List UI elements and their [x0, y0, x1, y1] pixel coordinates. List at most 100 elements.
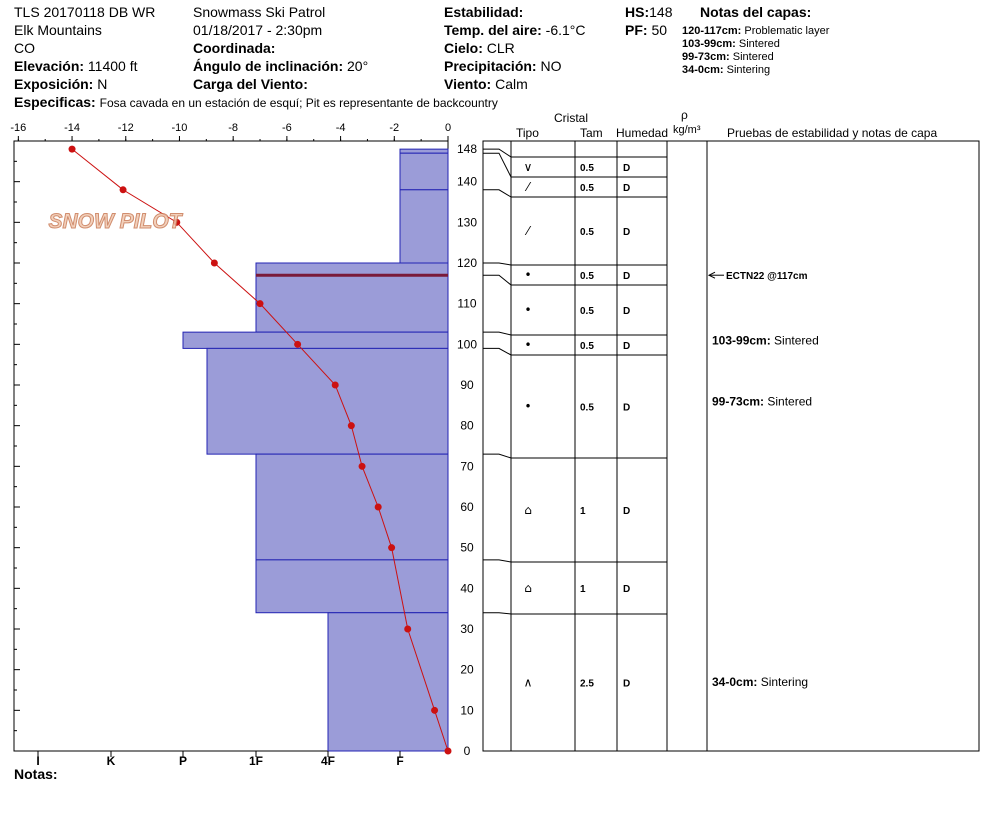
layer-connector	[483, 347, 512, 356]
temp-tick-label: -2	[389, 122, 399, 134]
elevation: Elevación: 11400 ft	[14, 58, 137, 74]
precip-label: Precipitación:	[444, 58, 537, 74]
height-tick-label: 120	[457, 256, 477, 270]
temperature-point	[331, 381, 339, 389]
moisture-value: D	[623, 584, 630, 595]
height-tick-label: 10	[460, 703, 474, 717]
hardness-bar	[255, 559, 449, 614]
height-tick-label: 40	[460, 581, 474, 595]
hardness-label: 1F	[249, 754, 263, 768]
moisture-value: D	[623, 679, 630, 690]
temp-tick-label: -12	[118, 122, 134, 134]
sky-value: CLR	[486, 40, 515, 56]
hardness-label: P	[179, 754, 187, 768]
hardness-label: I	[36, 754, 39, 768]
layer-note: 120-117cm: Problematic layer	[682, 25, 830, 37]
height-tick-label: 50	[460, 541, 474, 555]
hardness-bar	[399, 152, 449, 191]
hardness-label: F	[396, 754, 403, 768]
moisture-value: D	[623, 271, 630, 282]
penetration: PF: 50	[625, 22, 667, 38]
stability-test-label: ECTN22 @117cm	[726, 271, 808, 282]
specifics-label: Especificas:	[14, 94, 96, 110]
hardness-bar	[255, 453, 449, 561]
temperature-point	[68, 145, 76, 153]
temperature-point	[374, 503, 382, 511]
temp-tick-label: -6	[282, 122, 292, 134]
moisture-value: D	[623, 306, 630, 317]
layer-note: 103-99cm: Sintered	[682, 38, 780, 50]
moisture-value: D	[623, 403, 630, 414]
grain-type-symbol: ⁄	[524, 224, 532, 238]
layer-note: 99-73cm: Sintered	[682, 51, 774, 63]
height-tick-label: 100	[457, 337, 477, 351]
specifics-value: Fosa cavada en un estación de esquí; Pit…	[99, 96, 498, 110]
notes-label: Notas:	[14, 766, 58, 782]
grain-size-value: 0.5	[580, 183, 594, 194]
size-header: Tam	[580, 126, 603, 140]
moisture-header: Humedad	[616, 126, 669, 140]
sky-label: Cielo:	[444, 40, 483, 56]
wind-load-label: Carga del Viento:	[193, 76, 308, 92]
grain-size-value: 1	[580, 506, 586, 517]
temp-tick-label: -4	[336, 122, 346, 134]
stability-label: Estabilidad:	[444, 4, 524, 20]
wind: Viento: Calm	[444, 76, 528, 92]
layer-note: 34-0cm: Sintering	[682, 64, 771, 76]
grain-size-value: 0.5	[580, 163, 594, 174]
hardness-bar	[399, 148, 449, 154]
moisture-value: D	[623, 183, 630, 194]
height-tick-label: 148	[457, 142, 477, 156]
layer-connector	[483, 274, 512, 286]
precipitation: Precipitación: NO	[444, 58, 561, 74]
hardness-bar	[399, 189, 449, 264]
elevation-value: 11400 ft	[87, 58, 138, 74]
slope-value: 20°	[347, 58, 369, 74]
wind-value: Calm	[495, 76, 528, 92]
height-tick-label: 70	[460, 459, 474, 473]
height-tick-label: 140	[457, 175, 477, 189]
hs-value: 148	[649, 4, 673, 20]
aspect-label: Exposición:	[14, 76, 94, 92]
air-temp-value: -6.1°C	[545, 22, 586, 38]
grain-type-symbol: •	[524, 400, 531, 414]
layer-connector	[483, 559, 512, 563]
moisture-value: D	[623, 506, 630, 517]
temperature-point	[294, 340, 302, 348]
slope-label: Ángulo de inclinación:	[193, 58, 344, 74]
layer-connector	[483, 612, 512, 615]
temperature-point	[210, 259, 218, 267]
moisture-value: D	[623, 163, 630, 174]
grain-type-symbol: ∨	[524, 160, 533, 174]
temperature-point	[347, 422, 355, 430]
hardness-bar	[255, 262, 449, 276]
temp-tick-label: -14	[64, 122, 80, 134]
temperature-point	[173, 218, 181, 226]
temperature-point	[404, 625, 412, 633]
hardness-bar	[182, 331, 449, 349]
grain-size-value: 0.5	[580, 227, 594, 238]
temp-tick-label: -8	[228, 122, 238, 134]
temperature-point	[358, 462, 366, 470]
grain-type-symbol: •	[524, 303, 531, 317]
wind-label: Viento:	[444, 76, 492, 92]
moisture-value: D	[623, 227, 630, 238]
grain-size-value: 0.5	[580, 271, 594, 282]
layer-connector	[483, 262, 512, 266]
height-tick-label: 30	[460, 622, 474, 636]
slope: Ángulo de inclinación: 20°	[193, 58, 368, 74]
observation-datetime: 01/18/2017 - 2:30pm	[193, 22, 323, 38]
snow-height: HS:148	[625, 4, 672, 20]
snowpilot-logo: SNOW PILOT	[49, 210, 184, 233]
grain-type-symbol: ⌂	[524, 503, 532, 517]
test-arrow-head	[707, 271, 716, 279]
elevation-label: Elevación:	[14, 58, 85, 74]
pf-label: PF:	[625, 22, 648, 38]
pit-id: TLS 20170118 DB WR	[14, 4, 156, 20]
temperature-point	[256, 300, 264, 308]
grain-type-symbol: ⌂	[524, 581, 532, 595]
hardness-label: K	[107, 754, 116, 768]
layer-connector	[483, 331, 512, 336]
hardness-bar	[255, 274, 449, 333]
